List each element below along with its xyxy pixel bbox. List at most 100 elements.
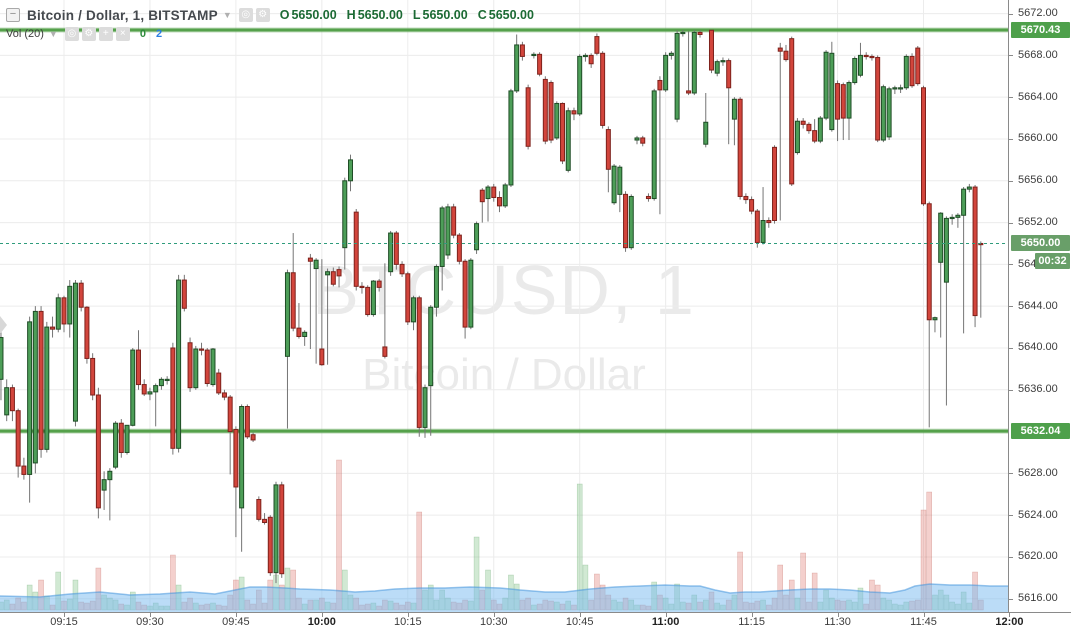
candle-down bbox=[416, 297, 422, 428]
candle-down bbox=[754, 210, 760, 243]
time-axis-label: 11:45 bbox=[910, 616, 937, 628]
candle-down bbox=[353, 211, 359, 287]
candle-down bbox=[772, 146, 778, 221]
candle-up bbox=[961, 188, 967, 216]
volume-bar bbox=[336, 459, 342, 611]
price-axis-label: 5656.00 bbox=[1018, 174, 1058, 187]
candle-up bbox=[955, 214, 961, 218]
time-axis-label: 12:00 bbox=[995, 616, 1024, 628]
volume-ma-value: 2 bbox=[155, 28, 163, 40]
ohlc-readout: O 5650.00 H 5650.00 L 5650.00 C 5650.00 bbox=[280, 8, 534, 22]
gear-icon[interactable]: ⚙ bbox=[81, 27, 96, 41]
level-price-badge: 5670.43 bbox=[1011, 21, 1070, 38]
candle-down bbox=[915, 47, 921, 85]
chart-pane[interactable] bbox=[0, 0, 1008, 612]
price-axis[interactable]: 5672.00 5668.00 5664.00 5660.00 5656.00 5652.… bbox=[1008, 0, 1071, 612]
candle-down bbox=[319, 348, 325, 366]
price-tick bbox=[1009, 473, 1013, 475]
candle-up bbox=[348, 159, 353, 182]
candle-up bbox=[680, 31, 686, 35]
candle-up bbox=[193, 348, 199, 389]
ohlc-close-value: 5650.00 bbox=[488, 8, 534, 22]
circle-icon[interactable]: ◎ bbox=[64, 27, 79, 41]
candle-up bbox=[565, 110, 571, 171]
circle-icon[interactable]: ◎ bbox=[238, 8, 253, 22]
price-tick bbox=[1009, 556, 1013, 558]
candle-down bbox=[296, 327, 302, 337]
candle-down bbox=[835, 83, 841, 120]
chart-legend: − Bitcoin / Dollar, 1, BITSTAMP ▼ ◎ ⚙ O … bbox=[6, 6, 534, 42]
collapse-icon[interactable]: − bbox=[6, 8, 20, 22]
candle-up bbox=[582, 54, 588, 58]
ohlc-open-value: 5650.00 bbox=[291, 8, 337, 22]
candle-up bbox=[634, 137, 640, 141]
plus-icon[interactable]: + bbox=[98, 27, 113, 41]
candle-down bbox=[812, 130, 818, 142]
candle-down bbox=[743, 195, 749, 201]
candle-down bbox=[267, 516, 273, 574]
candle-down bbox=[726, 60, 732, 89]
candle-up bbox=[703, 121, 709, 145]
candle-down bbox=[749, 199, 755, 212]
symbol-title[interactable]: Bitcoin / Dollar, 1, BITSTAMP bbox=[27, 7, 218, 23]
volume-indicator-label[interactable]: Vol (20) bbox=[6, 28, 44, 40]
candle-up bbox=[113, 422, 119, 468]
candle-down bbox=[227, 396, 233, 433]
candle-down bbox=[921, 87, 926, 205]
candle-down bbox=[181, 279, 187, 309]
volume-values: 0 2 bbox=[140, 28, 162, 40]
candle-up bbox=[55, 297, 61, 330]
candle-down bbox=[548, 82, 554, 141]
price-axis-label: 5652.00 bbox=[1018, 216, 1058, 229]
candle-up bbox=[674, 32, 680, 120]
candle-down bbox=[290, 272, 296, 329]
candle-up bbox=[101, 479, 107, 491]
candle-down bbox=[686, 90, 692, 94]
caret-down-icon[interactable]: ▼ bbox=[222, 10, 232, 20]
candle-down bbox=[456, 234, 462, 262]
time-tick bbox=[235, 613, 237, 617]
price-tick bbox=[1009, 389, 1013, 391]
candle-down bbox=[15, 410, 21, 467]
bar-countdown-badge: 00:32 bbox=[1035, 253, 1070, 270]
candle-up bbox=[445, 206, 451, 256]
candle-down bbox=[330, 271, 336, 285]
time-axis-label: 09:30 bbox=[136, 616, 164, 628]
ohlc-high-value: 5650.00 bbox=[357, 8, 403, 22]
candle-up bbox=[158, 378, 164, 387]
time-tick bbox=[923, 613, 925, 617]
candle-down bbox=[926, 203, 932, 321]
time-tick bbox=[837, 613, 839, 617]
candle-down bbox=[365, 286, 371, 316]
candle-up bbox=[628, 195, 634, 249]
candle-down bbox=[519, 44, 525, 57]
price-tick bbox=[1009, 97, 1013, 99]
candle-down bbox=[600, 52, 606, 126]
candle-up bbox=[731, 98, 737, 120]
time-axis-label: 10:30 bbox=[479, 616, 508, 628]
candle-down bbox=[216, 372, 222, 394]
time-axis-label: 10:00 bbox=[307, 616, 336, 628]
candle-down bbox=[708, 29, 714, 71]
gear-icon[interactable]: ⚙ bbox=[255, 8, 270, 22]
candle-down bbox=[399, 263, 405, 275]
candle-up bbox=[284, 272, 290, 357]
candle-up bbox=[4, 387, 10, 416]
candle-up bbox=[433, 265, 439, 308]
time-axis[interactable]: 09:15 09:30 09:45 10:00 10:15 10:30 10:45 11:00… bbox=[0, 612, 1071, 632]
candle-down bbox=[697, 31, 703, 35]
volume-value: 0 bbox=[139, 28, 146, 40]
candle-down bbox=[806, 123, 812, 132]
candle-up bbox=[932, 317, 938, 321]
candle-down bbox=[605, 129, 611, 170]
candle-down bbox=[869, 55, 875, 59]
candle-down bbox=[90, 357, 96, 396]
close-icon[interactable]: × bbox=[115, 27, 130, 41]
candle-down bbox=[38, 310, 44, 450]
candle-up bbox=[903, 55, 909, 89]
candle-down bbox=[135, 349, 141, 386]
price-axis-label: 5664.00 bbox=[1018, 90, 1058, 103]
candle-up bbox=[514, 44, 520, 92]
candle-up bbox=[760, 219, 766, 243]
caret-down-icon[interactable]: ▼ bbox=[48, 29, 58, 39]
